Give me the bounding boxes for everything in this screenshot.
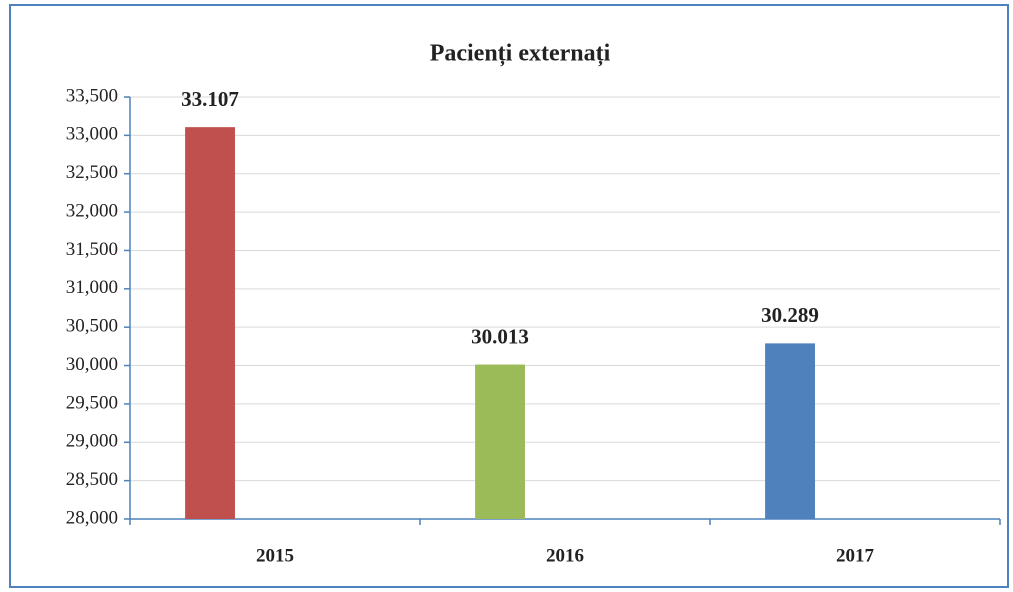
- x-tick-label: 2016: [546, 545, 584, 566]
- data-label: 30.289: [761, 303, 819, 327]
- x-tick-label: 2017: [836, 545, 875, 566]
- y-tick-label: 30,000: [66, 354, 118, 375]
- y-tick-label: 30,500: [66, 316, 118, 337]
- bar: [475, 364, 525, 519]
- y-tick-label: 28,500: [66, 469, 118, 490]
- bar: [765, 343, 815, 519]
- y-tick-label: 31,500: [66, 239, 118, 260]
- data-label: 33.107: [181, 87, 239, 111]
- chart-title: Pacienți externați: [430, 41, 611, 67]
- y-tick-label: 29,500: [66, 392, 118, 413]
- y-tick-label: 33,000: [66, 124, 118, 145]
- data-label: 30.013: [471, 324, 529, 348]
- x-tick-label: 2015: [256, 545, 294, 566]
- bar: [185, 127, 235, 520]
- y-tick-label: 31,000: [66, 277, 118, 298]
- y-tick-label: 32,000: [66, 200, 118, 221]
- y-tick-label: 29,000: [66, 431, 118, 452]
- y-tick-label: 32,500: [66, 162, 118, 183]
- y-tick-label: 28,000: [66, 507, 118, 528]
- y-tick-label: 33,500: [66, 85, 118, 106]
